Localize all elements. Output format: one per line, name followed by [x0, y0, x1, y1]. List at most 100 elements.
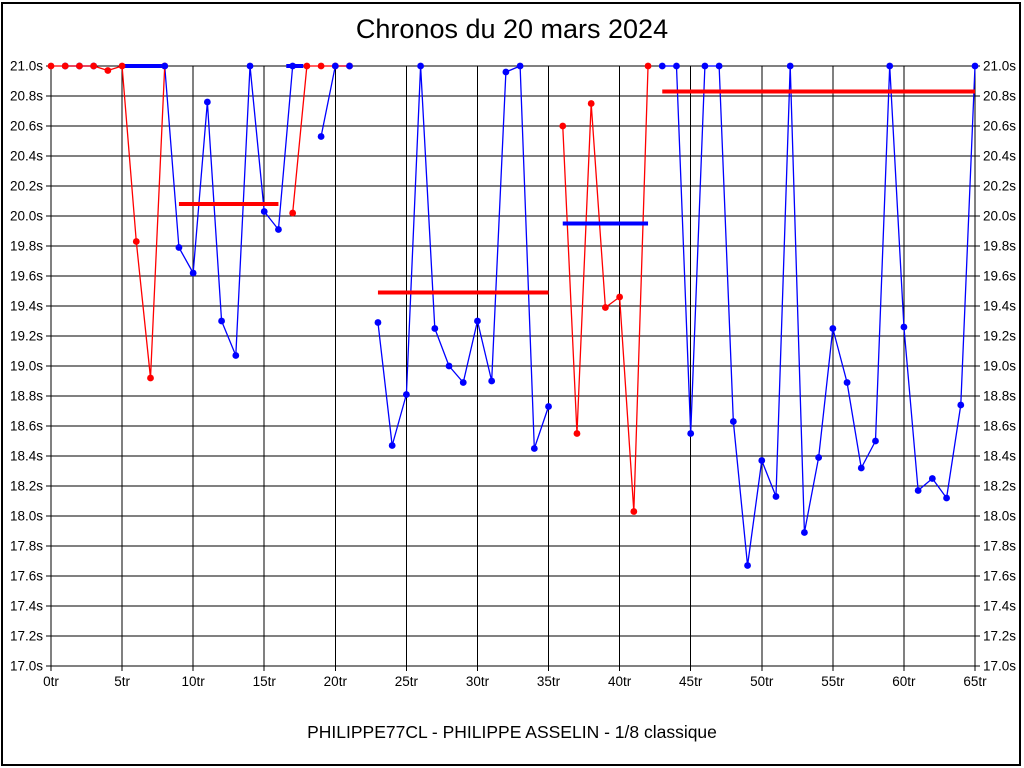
data-point-blue-run-4 [516, 62, 524, 70]
data-point-red-run-3 [616, 293, 624, 301]
y-axis-label-right: 19.6s [983, 269, 1016, 284]
y-axis-label-right: 18.0s [983, 509, 1016, 524]
data-point-blue-run-4 [431, 325, 439, 332]
data-point-red-run-1 [118, 62, 126, 70]
data-point-blue-run-5 [971, 62, 979, 70]
x-axis-label: 35tr [537, 674, 561, 689]
x-axis-label: 50tr [750, 674, 774, 689]
data-point-blue-run-5 [701, 62, 709, 70]
series-line-blue-run-4 [377, 65, 550, 450]
plot-border [50, 65, 976, 667]
data-point-blue-run-3 [317, 133, 325, 140]
y-axis-label-right: 17.6s [983, 569, 1016, 584]
y-axis-label-left: 18.2s [10, 479, 43, 494]
data-point-blue-run-5 [658, 62, 666, 70]
y-axis-label-left: 19.4s [10, 299, 43, 314]
data-point-red-run-1 [61, 62, 69, 70]
x-axis-label: 30tr [466, 674, 490, 689]
y-axis-label-left: 18.6s [10, 419, 43, 434]
data-point-blue-run-2 [189, 269, 197, 277]
y-axis-label-right: 20.2s [983, 179, 1016, 194]
y-axis-label-right: 17.8s [983, 539, 1016, 554]
data-point-blue-run-5 [943, 494, 950, 502]
y-axis-label-right: 18.6s [983, 419, 1016, 434]
data-point-red-run-3 [630, 508, 638, 515]
y-axis-label-right: 18.2s [983, 479, 1016, 494]
data-point-red-run-3 [587, 100, 595, 107]
y-axis-label-left: 17.2s [10, 629, 43, 644]
y-axis-label-right: 21.0s [983, 59, 1016, 74]
data-point-blue-run-4 [388, 442, 396, 449]
y-axis-label-left: 21.0s [10, 59, 43, 74]
x-axis-label: 65tr [963, 674, 987, 689]
data-point-blue-run-5 [957, 401, 965, 409]
x-axis-label: 45tr [679, 674, 703, 689]
y-axis-label-left: 17.4s [10, 599, 43, 614]
data-point-blue-run-5 [872, 437, 879, 445]
data-point-blue-run-2 [246, 62, 254, 70]
series-line-blue-run-5 [662, 65, 976, 567]
data-point-blue-run-5 [758, 457, 766, 464]
y-axis-label-left: 19.0s [10, 359, 43, 374]
chart-title: Chronos du 20 mars 2024 [355, 14, 669, 44]
data-point-red-run-3 [573, 430, 581, 437]
y-axis-label-right: 17.4s [983, 599, 1016, 614]
data-point-blue-run-4 [459, 379, 467, 386]
data-point-blue-run-2 [275, 226, 282, 233]
y-axis-label-right: 19.0s [983, 359, 1016, 374]
y-axis-label-left: 19.6s [10, 269, 43, 284]
data-point-blue-run-2 [232, 352, 240, 359]
data-point-blue-run-5 [744, 562, 751, 569]
x-axis-label: 10tr [182, 674, 206, 689]
data-point-blue-run-5 [829, 325, 837, 332]
y-axis-label-right: 19.2s [983, 329, 1016, 344]
y-axis-label-left: 19.8s [10, 239, 43, 254]
data-point-blue-run-2 [260, 208, 268, 215]
data-point-red-run-1 [47, 62, 55, 70]
data-point-blue-run-2 [289, 62, 297, 70]
x-axis-label: 40tr [608, 674, 632, 689]
y-axis-label-right: 20.8s [983, 89, 1016, 104]
y-axis-label-left: 18.4s [10, 449, 43, 464]
data-point-blue-run-5 [928, 475, 936, 482]
y-axis-label-right: 19.8s [983, 239, 1016, 254]
data-point-red-run-1 [132, 238, 140, 245]
y-axis-label-left: 18.0s [10, 509, 43, 524]
y-axis-label-left: 20.2s [10, 179, 43, 194]
y-axis-label-right: 17.0s [983, 659, 1016, 674]
data-point-blue-run-3 [331, 62, 339, 70]
y-axis-label-right: 20.4s [983, 149, 1016, 164]
data-point-blue-run-5 [886, 62, 894, 70]
data-point-blue-run-4 [402, 391, 410, 398]
data-point-blue-run-3 [346, 62, 353, 70]
data-point-red-run-3 [644, 62, 652, 70]
data-point-blue-run-5 [687, 430, 695, 437]
data-point-blue-run-4 [530, 445, 538, 452]
y-axis-label-left: 19.2s [10, 329, 43, 344]
data-point-blue-run-4 [502, 68, 510, 76]
y-axis-label-left: 17.8s [10, 539, 43, 554]
data-point-red-run-1 [147, 374, 154, 382]
data-point-red-run-2 [303, 62, 311, 70]
data-point-blue-run-5 [914, 487, 922, 494]
data-point-red-run-2 [317, 62, 325, 70]
data-point-blue-run-5 [843, 379, 851, 386]
data-point-blue-run-5 [729, 418, 737, 425]
data-point-red-run-3 [559, 122, 567, 130]
data-point-blue-run-2 [203, 98, 211, 106]
data-point-blue-run-4 [488, 377, 496, 385]
data-point-red-run-1 [90, 62, 98, 70]
data-point-blue-run-2 [218, 317, 225, 325]
y-axis-label-left: 20.6s [10, 119, 43, 134]
data-point-blue-run-5 [772, 493, 780, 500]
data-point-red-run-2 [289, 209, 297, 217]
x-axis-label: 5tr [114, 674, 130, 689]
data-point-blue-run-4 [445, 362, 453, 370]
y-axis-label-left: 17.6s [10, 569, 43, 584]
chart-caption: PHILIPPE77CL - PHILIPPE ASSELIN - 1/8 cl… [307, 722, 717, 742]
data-point-blue-run-4 [417, 62, 424, 70]
data-point-red-run-1 [104, 67, 112, 74]
series-line-blue-run-2 [164, 65, 294, 357]
y-axis-label-right: 20.6s [983, 119, 1016, 134]
